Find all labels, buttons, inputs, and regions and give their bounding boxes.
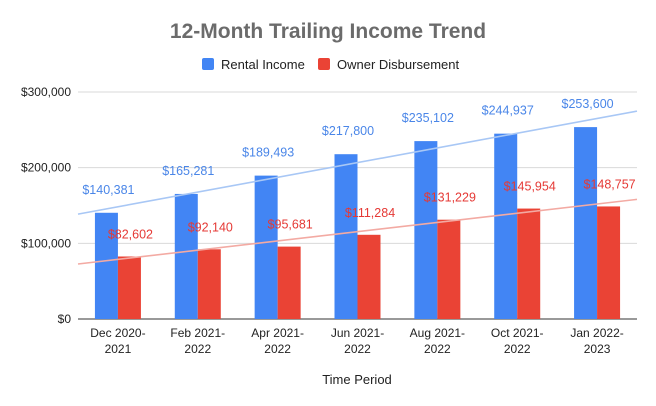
y-tick-label: $100,000 [21,236,71,250]
bars [94,127,621,319]
legend-swatch-owner-disbursement [318,58,330,70]
data-label-rental-income: $235,102 [402,111,454,125]
bar-rental-income [574,127,598,319]
y-tick-label: $0 [58,312,72,326]
legend-label-rental-income: Rental Income [221,57,305,72]
legend-label-owner-disbursement: Owner Disbursement [337,57,459,72]
data-label-rental-income: $165,281 [162,164,214,178]
data-label-rental-income: $244,937 [482,104,534,118]
data-label-rental-income: $217,800 [322,124,374,138]
data-label-rental-income: $253,600 [562,97,614,111]
bar-rental-income [254,175,278,319]
data-label-owner-disbursement: $95,681 [268,218,313,232]
bar-owner-disbursement [117,256,141,319]
trendlines [77,110,638,265]
x-tick-label: Jan 2022-2023 [570,326,623,356]
data-labels: $140,381 $165,281 $189,493 $217,800 $235,102… [82,97,635,241]
x-tick-label: Apr 2021-2022 [251,326,304,356]
x-axis-title: Time Period [322,372,392,387]
x-tick-label: Dec 2020-2021 [90,326,145,356]
data-label-owner-disbursement: $82,602 [108,227,153,241]
legend: Rental Income Owner Disbursement [202,57,459,72]
bar-rental-income [94,212,118,319]
bar-rental-income [414,141,438,319]
y-tick-label: $300,000 [21,85,71,99]
bar-owner-disbursement [597,206,621,319]
bar-owner-disbursement [277,246,301,319]
x-axis-ticks: Dec 2020-2021 Feb 2021-2022 Apr 2021-2022 J… [90,326,624,356]
y-tick-label: $200,000 [21,161,71,175]
data-label-owner-disbursement: $148,757 [584,177,636,191]
legend-swatch-rental-income [202,58,214,70]
x-tick-label: Aug 2021-2022 [410,326,465,356]
bar-rental-income [334,154,358,319]
x-tick-label: Feb 2021-2022 [170,326,225,356]
bar-owner-disbursement [197,249,221,319]
bar-owner-disbursement [437,219,461,319]
data-label-owner-disbursement: $92,140 [188,220,233,234]
bar-owner-disbursement [357,234,381,319]
bar-rental-income [174,193,198,319]
bar-owner-disbursement [517,208,541,319]
data-label-owner-disbursement: $131,229 [424,191,476,205]
trendline-rental-income [77,110,638,215]
x-tick-label: Jun 2021-2022 [331,326,384,356]
data-label-rental-income: $189,493 [242,146,294,160]
data-label-owner-disbursement: $111,284 [345,206,395,220]
bar-rental-income [494,133,518,319]
x-tick-label: Oct 2021-2022 [491,326,544,356]
data-label-owner-disbursement: $145,954 [504,180,556,194]
data-label-rental-income: $140,381 [82,183,134,197]
trendline-owner-disbursement [77,198,638,265]
chart-title: 12-Month Trailing Income Trend [170,20,486,43]
y-axis-ticks: $0 $100,000 $200,000 $300,000 [21,85,71,326]
